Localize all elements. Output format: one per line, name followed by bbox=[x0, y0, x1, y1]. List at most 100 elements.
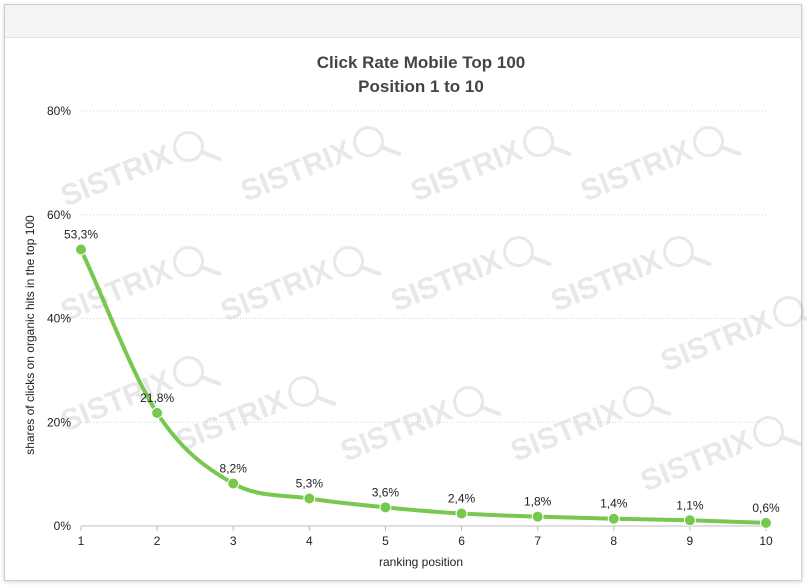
data-labels: 53,3% 21,8% 8,2% 5,3% 3,6% 2,4% 1,8% 1,4% 1,1% 0,… bbox=[64, 228, 780, 515]
x-tick-label: 1 bbox=[78, 534, 85, 548]
data-point bbox=[379, 501, 392, 514]
watermark: SISTRIX bbox=[546, 236, 712, 318]
watermark-magnifier-icon bbox=[173, 246, 205, 278]
y-tick-label: 80% bbox=[47, 104, 71, 118]
x-tick-label: 5 bbox=[382, 534, 389, 548]
data-point bbox=[760, 516, 772, 529]
watermark-magnifier-handle bbox=[199, 375, 222, 386]
watermark-magnifier-handle bbox=[479, 405, 502, 416]
watermark: SISTRIX bbox=[506, 386, 672, 468]
y-tick-label: 0% bbox=[54, 519, 72, 533]
x-tick-label: 4 bbox=[306, 534, 313, 548]
watermark-magnifier-icon bbox=[173, 356, 205, 388]
watermark-magnifier-icon bbox=[453, 386, 485, 418]
watermark-magnifier-icon bbox=[523, 126, 555, 158]
x-tick-label: 6 bbox=[458, 534, 465, 548]
data-point bbox=[227, 477, 240, 490]
watermark-magnifier-icon bbox=[333, 246, 365, 278]
chart-title: Click Rate Mobile Top 100 bbox=[317, 53, 525, 72]
watermark: SISTRIX bbox=[406, 126, 572, 208]
watermark: SISTRIX bbox=[216, 246, 382, 328]
x-axis-label: ranking position bbox=[379, 555, 463, 569]
data-point bbox=[607, 512, 620, 525]
panel-header-bar bbox=[5, 5, 801, 38]
watermark: SISTRIX bbox=[576, 126, 742, 208]
y-axis-label: shares of clicks on organic hits in the … bbox=[23, 215, 37, 455]
watermark-magnifier-handle bbox=[649, 405, 672, 416]
watermark-text: SISTRIX bbox=[406, 134, 527, 208]
data-label: 21,8% bbox=[140, 391, 174, 405]
watermark-magnifier-icon bbox=[173, 131, 205, 163]
data-label: 8,2% bbox=[220, 461, 248, 475]
watermark-magnifier-handle bbox=[779, 435, 802, 446]
x-tick-label: 3 bbox=[230, 534, 237, 548]
watermark-magnifier-icon bbox=[693, 126, 725, 158]
watermark-magnifier-icon bbox=[353, 126, 385, 158]
watermark-magnifier-handle bbox=[549, 145, 572, 156]
watermark-text: SISTRIX bbox=[636, 424, 757, 498]
watermark: SISTRIX bbox=[336, 386, 502, 468]
data-label: 53,3% bbox=[64, 228, 98, 242]
watermark-magnifier-handle bbox=[529, 255, 552, 266]
watermark-magnifier-handle bbox=[379, 145, 402, 156]
watermark-text: SISTRIX bbox=[171, 384, 292, 458]
watermark-magnifier-icon bbox=[753, 416, 785, 448]
watermark-magnifier-icon bbox=[288, 376, 320, 408]
watermark-text: SISTRIX bbox=[216, 254, 337, 328]
watermark-magnifier-handle bbox=[199, 150, 222, 161]
data-label: 1,8% bbox=[524, 495, 552, 509]
data-point bbox=[683, 514, 696, 527]
data-label: 1,1% bbox=[676, 498, 704, 512]
data-label: 0,6% bbox=[752, 501, 780, 515]
watermark-magnifier-icon bbox=[623, 386, 655, 418]
data-label: 5,3% bbox=[296, 477, 324, 491]
watermark: SISTRIX bbox=[236, 126, 402, 208]
watermark-text: SISTRIX bbox=[386, 244, 507, 318]
x-tick-label: 8 bbox=[610, 534, 617, 548]
watermark-text: SISTRIX bbox=[506, 394, 627, 468]
watermark: SISTRIX bbox=[386, 236, 552, 318]
x-tick-label: 7 bbox=[534, 534, 541, 548]
y-tick-label: 40% bbox=[47, 312, 71, 326]
data-point bbox=[303, 492, 316, 505]
y-tick-label: 20% bbox=[47, 415, 71, 429]
x-axis-ticks: 1 2 3 4 5 6 7 8 9 10 bbox=[78, 526, 773, 548]
watermark-text: SISTRIX bbox=[236, 134, 357, 208]
series-line bbox=[79, 247, 768, 525]
data-point bbox=[151, 406, 164, 419]
watermark-text: SISTRIX bbox=[336, 394, 457, 468]
watermark-magnifier-handle bbox=[799, 315, 807, 326]
watermark-text: SISTRIX bbox=[576, 134, 697, 208]
x-tick-label: 9 bbox=[687, 534, 694, 548]
data-point bbox=[455, 507, 468, 520]
watermark-magnifier-icon bbox=[663, 236, 695, 268]
data-label: 3,6% bbox=[372, 485, 400, 499]
watermark-magnifier-icon bbox=[773, 296, 805, 328]
data-label: 2,4% bbox=[448, 492, 476, 506]
x-tick-label: 10 bbox=[759, 534, 773, 548]
watermark-magnifier-handle bbox=[314, 395, 337, 406]
watermark-text: SISTRIX bbox=[56, 139, 177, 213]
watermark-magnifier-icon bbox=[503, 236, 535, 268]
watermark-magnifier-handle bbox=[719, 145, 742, 156]
data-point bbox=[75, 243, 87, 256]
y-axis-ticks: 0% 20% 40% 60% 80% bbox=[47, 104, 71, 533]
watermark: SISTRIX bbox=[56, 131, 222, 213]
chart-panel bbox=[4, 4, 802, 581]
watermark-magnifier-handle bbox=[359, 265, 382, 276]
watermark-text: SISTRIX bbox=[56, 254, 177, 328]
chart-subtitle: Position 1 to 10 bbox=[358, 77, 484, 96]
watermark: SISTRIX bbox=[656, 296, 807, 378]
watermark-magnifier-handle bbox=[199, 265, 222, 276]
y-tick-label: 60% bbox=[47, 208, 71, 222]
watermark-text: SISTRIX bbox=[656, 304, 777, 378]
x-tick-label: 2 bbox=[154, 534, 161, 548]
data-point bbox=[531, 510, 544, 523]
data-label: 1,4% bbox=[600, 497, 628, 511]
data-points bbox=[75, 243, 772, 529]
gridlines bbox=[81, 110, 766, 423]
watermark-magnifier-handle bbox=[689, 255, 712, 266]
watermark-text: SISTRIX bbox=[546, 244, 667, 318]
